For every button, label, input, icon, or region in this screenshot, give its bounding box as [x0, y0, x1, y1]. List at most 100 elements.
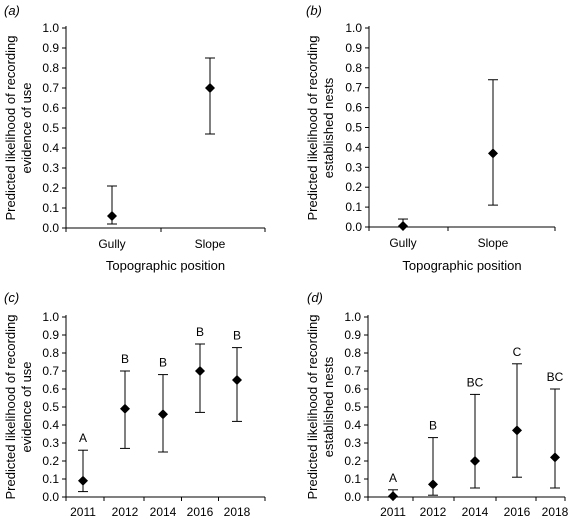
x-tick-label: 2011	[70, 505, 96, 519]
data-point	[512, 425, 522, 436]
y-tick-label: 0.9	[344, 328, 361, 342]
y-tick-label: 0.3	[345, 160, 362, 174]
significance-letter: B	[159, 356, 167, 370]
y-tick-label: 0.8	[344, 346, 361, 360]
significance-letter: B	[196, 325, 204, 339]
data-point	[107, 211, 117, 221]
y-tick-label: 0.9	[345, 41, 362, 55]
y-axis-title: Predicted likelihood of recording	[3, 315, 18, 500]
x-tick-label: 2016	[504, 505, 531, 519]
significance-letter: BC	[467, 375, 484, 389]
data-point	[388, 491, 398, 502]
data-point	[158, 409, 168, 420]
y-tick-label: 0.6	[42, 101, 59, 115]
y-tick-label: 0.7	[42, 81, 59, 95]
data-point	[232, 375, 242, 385]
data-point	[428, 479, 438, 490]
y-tick-label: 0.6	[345, 101, 362, 115]
significance-letter: B	[121, 352, 129, 366]
y-axis-title: Predicted likelihood of recording	[3, 36, 18, 221]
y-tick-label: 0.8	[42, 346, 59, 360]
chart-panel: (c) 0.0 0.1 0.2 0.3 0.4 0.5 0.6 0.7 0.8 0.9 1.0 2011…	[3, 290, 266, 519]
x-tick-label: 2018	[224, 505, 251, 519]
x-tick-label: Slope	[478, 236, 509, 250]
data-point	[195, 366, 205, 376]
y-tick-label: 0.1	[42, 201, 59, 215]
data-point	[398, 221, 408, 232]
chart-panel: (d) 0.0 0.1 0.2 0.3 0.4 0.5 0.6 0.7 0.8 0.9 1.0 2011…	[305, 290, 569, 519]
y-tick-label: 0.9	[42, 41, 59, 55]
y-tick-label: 0.5	[42, 400, 59, 414]
y-tick-label: 0.3	[344, 436, 361, 450]
y-tick-label: 0.7	[345, 81, 362, 95]
significance-letter: A	[79, 431, 87, 445]
y-tick-label: 0.5	[345, 121, 362, 135]
y-tick-label: 0.1	[345, 200, 362, 214]
x-tick-label: 2014	[462, 505, 489, 519]
y-tick-label: 0.2	[345, 180, 362, 194]
significance-letter: A	[389, 471, 397, 485]
x-tick-label: 2011	[380, 505, 406, 519]
x-tick-label: 2018	[542, 505, 569, 519]
x-tick-label: 2016	[187, 505, 214, 519]
y-tick-label: 0.0	[42, 221, 59, 235]
x-tick-label: Gully	[98, 237, 125, 251]
y-tick-label: 0.4	[344, 418, 361, 432]
significance-letter: BC	[547, 370, 564, 384]
x-tick-label: Gully	[389, 236, 416, 250]
x-axis-title: Topographic position	[106, 258, 225, 273]
y-tick-label: 0.2	[42, 454, 59, 468]
data-point	[78, 475, 88, 486]
significance-letter: C	[513, 345, 522, 359]
significance-letter: B	[429, 419, 437, 433]
y-tick-label: 0.1	[344, 472, 361, 486]
y-axis-title: Predicted likelihood of recording	[305, 36, 320, 221]
y-tick-label: 0.7	[42, 364, 59, 378]
y-axis-title: established nests	[321, 77, 336, 178]
data-point	[488, 148, 498, 159]
y-tick-label: 0.4	[42, 141, 59, 155]
y-tick-label: 0.8	[42, 61, 59, 75]
y-tick-label: 0.0	[344, 490, 361, 504]
chart-panel: (a) 0.0 0.1 0.2 0.3 0.4 0.5 0.6 0.7 0.8 0.9 1.0 Gull…	[3, 3, 266, 273]
y-tick-label: 0.6	[344, 382, 361, 396]
chart-panel: (b) 0.0 0.1 0.2 0.3 0.4 0.5 0.6 0.7 0.8 0.9 1.0 Gull…	[305, 3, 556, 273]
y-tick-label: 0.3	[42, 161, 59, 175]
panel-label: (a)	[4, 3, 20, 18]
data-point	[550, 452, 560, 463]
y-tick-label: 0.9	[42, 328, 59, 342]
y-axis-title: evidence of use	[19, 82, 34, 173]
y-tick-label: 1.0	[42, 310, 59, 324]
y-axis-title: evidence of use	[19, 361, 34, 452]
y-tick-label: 0.6	[42, 382, 59, 396]
y-tick-label: 0.2	[344, 454, 361, 468]
y-tick-label: 0.4	[345, 140, 362, 154]
data-point	[120, 403, 130, 414]
y-tick-label: 0.0	[42, 490, 59, 504]
y-tick-label: 0.1	[42, 472, 59, 486]
panel-label: (d)	[307, 290, 323, 305]
y-axis-title: Predicted likelihood of recording	[305, 315, 320, 500]
y-tick-label: 1.0	[42, 21, 59, 35]
x-tick-label: Slope	[195, 237, 226, 251]
y-tick-label: 0.5	[344, 400, 361, 414]
y-tick-label: 0.7	[344, 364, 361, 378]
x-tick-label: 2014	[150, 505, 177, 519]
y-tick-label: 0.3	[42, 436, 59, 450]
x-tick-label: 2012	[112, 505, 139, 519]
panel-label: (b)	[306, 3, 322, 18]
y-tick-label: 0.8	[345, 61, 362, 75]
y-tick-label: 0.4	[42, 418, 59, 432]
x-axis-title: Topographic position	[402, 258, 521, 273]
x-tick-label: 2012	[420, 505, 447, 519]
y-tick-label: 1.0	[344, 310, 361, 324]
y-tick-label: 0.0	[345, 220, 362, 234]
y-tick-label: 0.2	[42, 181, 59, 195]
y-axis-title: established nests	[321, 356, 336, 457]
data-point	[205, 83, 215, 93]
panel-label: (c)	[4, 290, 19, 305]
y-tick-label: 0.5	[42, 121, 59, 135]
significance-letter: B	[233, 329, 241, 343]
data-point	[470, 456, 480, 466]
